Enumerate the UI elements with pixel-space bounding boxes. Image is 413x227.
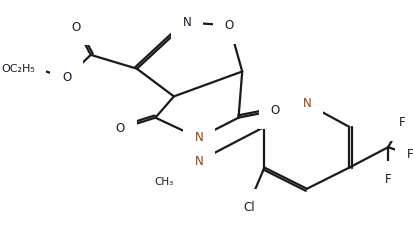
Text: OC₂H₅: OC₂H₅ xyxy=(2,64,35,74)
Text: O: O xyxy=(62,72,71,84)
Text: F: F xyxy=(398,116,404,129)
Text: CH₃: CH₃ xyxy=(154,177,173,187)
Text: O: O xyxy=(224,19,233,32)
Text: Cl: Cl xyxy=(243,201,255,214)
Text: O: O xyxy=(71,21,81,34)
Text: N: N xyxy=(302,97,311,110)
Text: N: N xyxy=(182,16,191,29)
Text: F: F xyxy=(406,148,413,161)
Text: F: F xyxy=(384,173,391,186)
Text: N: N xyxy=(194,131,203,144)
Text: O: O xyxy=(270,104,280,117)
Text: O: O xyxy=(115,122,125,135)
Text: N: N xyxy=(194,155,203,168)
